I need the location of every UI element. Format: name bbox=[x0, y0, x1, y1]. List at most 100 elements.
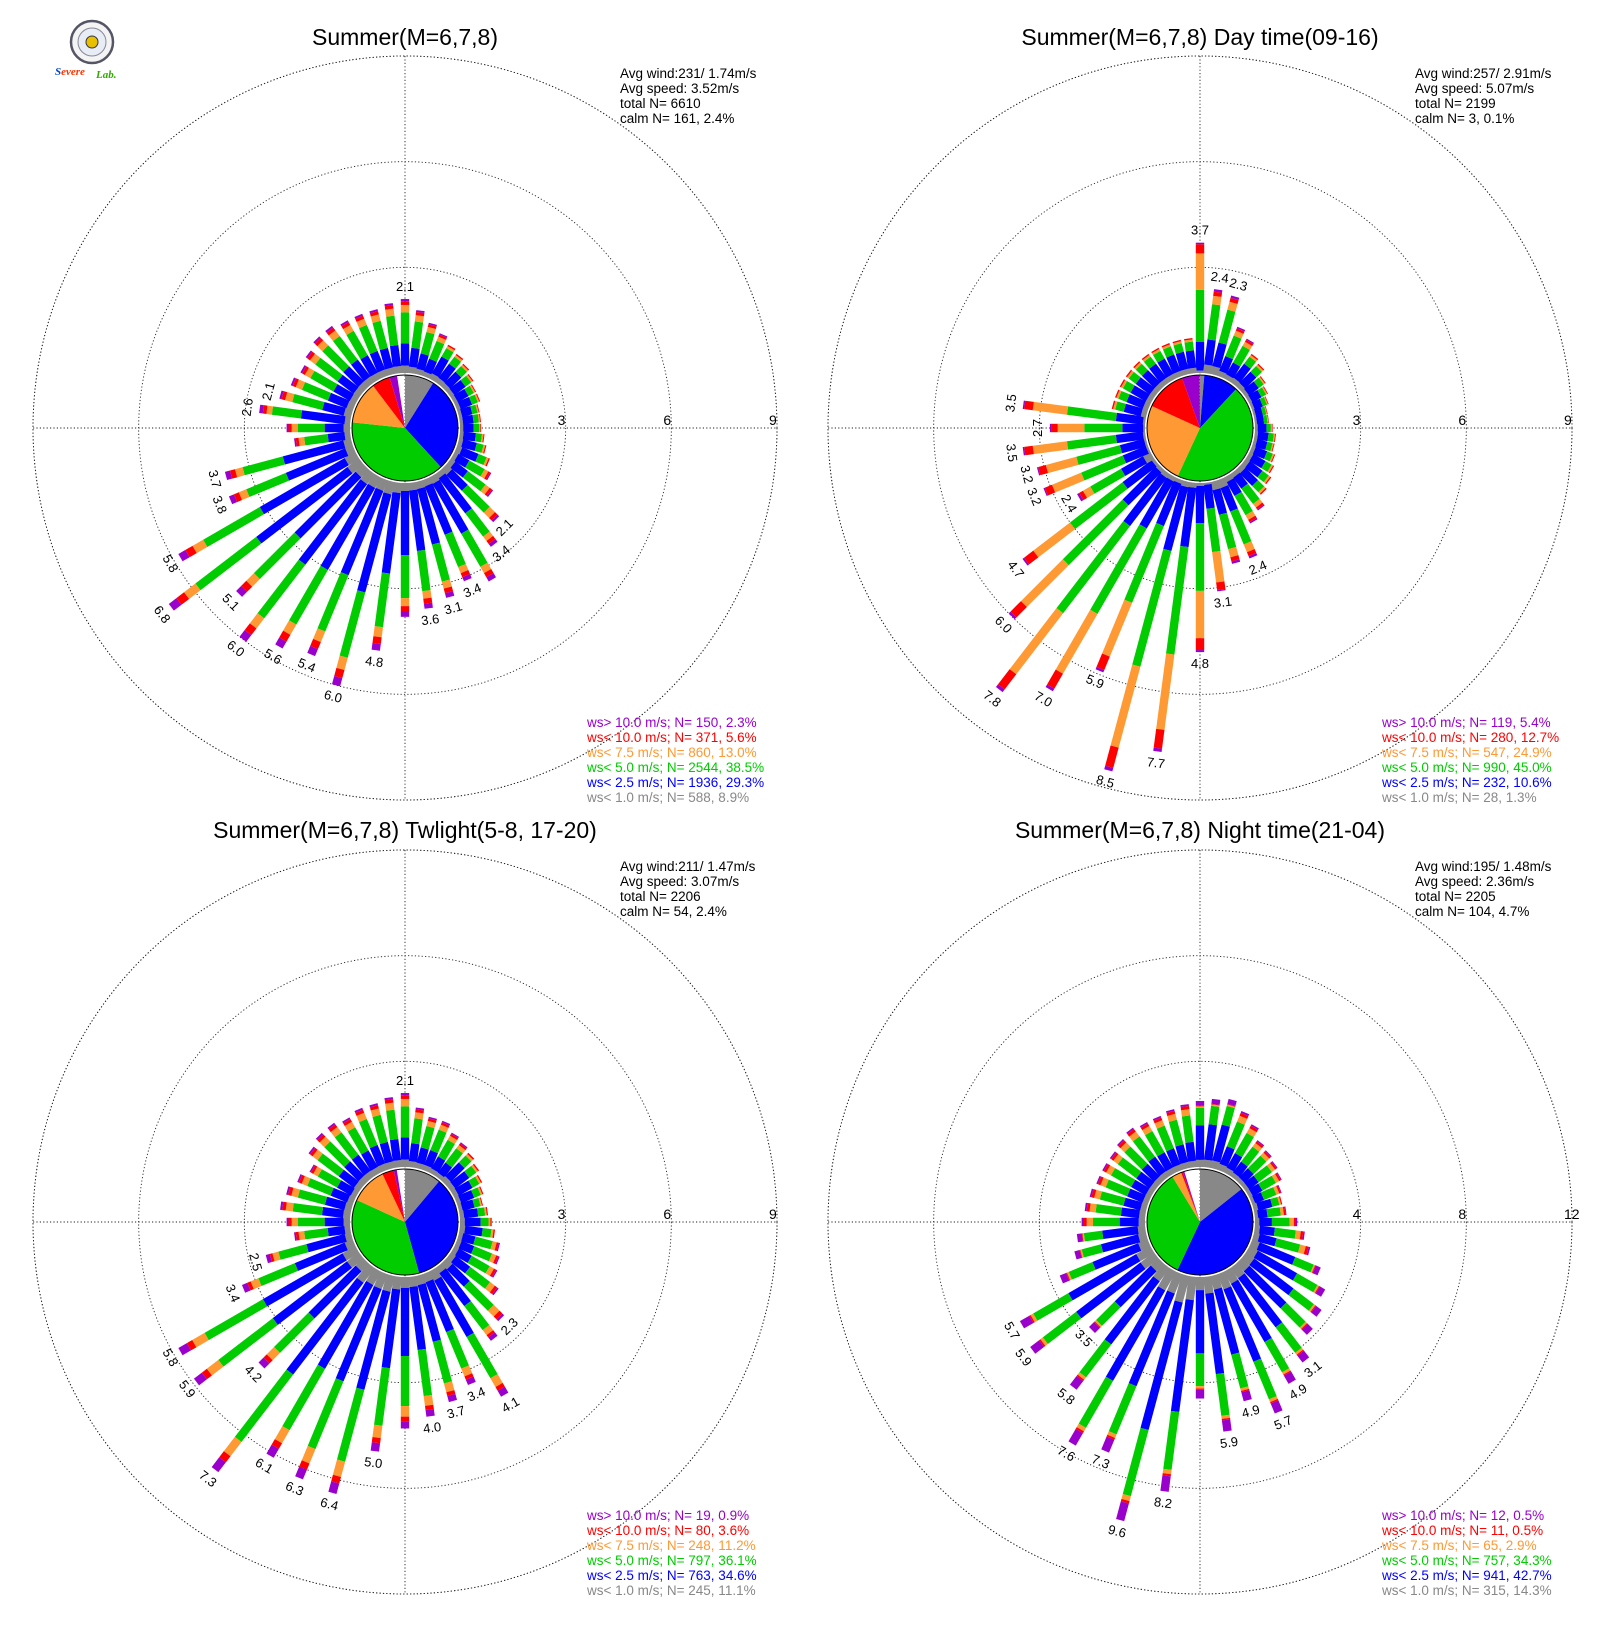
bar-segment-green bbox=[1206, 507, 1221, 553]
bar-segment-green bbox=[1062, 499, 1129, 566]
stat-avg-speed: Avg speed: 2.36m/s bbox=[1415, 874, 1534, 889]
bar-segment-purple bbox=[193, 1372, 207, 1386]
bar-segment-green bbox=[461, 484, 490, 513]
bar-segment-green bbox=[1110, 1168, 1136, 1188]
bar-segment-gray bbox=[1217, 1163, 1228, 1173]
bar-segment-blue bbox=[1256, 1198, 1273, 1211]
bar-segment-blue bbox=[462, 431, 476, 442]
bar-segment-orange bbox=[343, 324, 354, 335]
bar-segment-red bbox=[1248, 515, 1257, 523]
bar-segment-green bbox=[1261, 461, 1272, 472]
bar-total-label: 7.6 bbox=[1055, 1442, 1078, 1464]
bar-segment-gray bbox=[1253, 1210, 1259, 1219]
bar-segment-blue bbox=[1212, 488, 1228, 515]
bar-total-label: 2.4 bbox=[1058, 492, 1080, 515]
bar-segment-red bbox=[1118, 1140, 1127, 1149]
bar-segment-orange bbox=[1263, 475, 1271, 484]
bar-segment-blue bbox=[327, 431, 346, 443]
bar-segment-orange bbox=[1269, 453, 1275, 462]
bar-segment-blue bbox=[408, 1143, 420, 1163]
bar-segment-blue bbox=[1135, 377, 1155, 395]
bar-total-label: 8.5 bbox=[1095, 772, 1116, 791]
bar-segment-purple bbox=[439, 333, 448, 338]
bar-segment-green bbox=[333, 335, 358, 365]
bar-segment-red bbox=[1103, 1163, 1111, 1173]
bar-segment-blue bbox=[431, 1156, 446, 1173]
severe-storm-lab-logo: Severe Lab. bbox=[55, 19, 116, 81]
bar-segment-green bbox=[464, 385, 474, 397]
bar-segment-orange bbox=[1113, 1154, 1123, 1165]
bar-segment-orange bbox=[301, 1175, 311, 1187]
bar-segment-blue bbox=[1175, 1144, 1189, 1165]
bar-segment-green bbox=[1215, 1373, 1230, 1416]
bar-segment-blue bbox=[1120, 456, 1148, 477]
bar-segment-orange bbox=[423, 1394, 434, 1406]
bar-segment-blue bbox=[1239, 467, 1259, 487]
bar-segment-green bbox=[449, 356, 462, 369]
bar-segment-green bbox=[1274, 1238, 1301, 1253]
bar-segment-blue bbox=[340, 487, 384, 576]
bar-segment-gray bbox=[1138, 1232, 1148, 1243]
bar-segment-green bbox=[278, 1244, 309, 1260]
bar-segment-blue bbox=[438, 473, 472, 514]
bar-segment-orange bbox=[1233, 330, 1244, 339]
bar-segment-gray bbox=[1253, 431, 1259, 440]
bar-total-label: 5.8 bbox=[159, 552, 181, 575]
legend-entry-red: ws< 10.0 m/s; N= 80, 3.6% bbox=[586, 1523, 749, 1538]
bar-segment-purple bbox=[275, 637, 287, 649]
bar-total-label: 3.1 bbox=[443, 598, 464, 617]
bar-segment-blue bbox=[454, 1248, 472, 1263]
bar-segment-orange bbox=[1281, 1368, 1291, 1375]
bar-segment-green bbox=[1292, 1256, 1314, 1273]
bar-segment-blue bbox=[1249, 453, 1266, 469]
bar-segment-orange bbox=[1106, 1165, 1116, 1176]
bar-segment-red bbox=[1024, 550, 1039, 565]
bar-segment-red bbox=[1010, 601, 1027, 618]
bar-segment-blue bbox=[408, 347, 420, 368]
bar-segment-orange bbox=[454, 354, 463, 362]
pie-slice-blue bbox=[405, 383, 458, 468]
bar-segment-orange bbox=[291, 423, 299, 433]
bar-segment-orange bbox=[1094, 1319, 1103, 1328]
bar-segment-red bbox=[176, 592, 190, 605]
bar-segment-purple bbox=[995, 684, 1005, 693]
bar-segment-blue bbox=[1163, 485, 1189, 552]
bar-segment-red bbox=[400, 301, 410, 305]
bar-segment-blue bbox=[445, 1162, 465, 1182]
bar-segment-purple bbox=[425, 1408, 435, 1417]
bar-segment-red bbox=[490, 1217, 492, 1227]
bar-segment-gray bbox=[346, 400, 356, 411]
bar-segment-purple bbox=[1152, 1115, 1162, 1121]
bar-segment-green bbox=[431, 542, 450, 582]
bar-segment-red bbox=[1051, 423, 1058, 433]
pie-slice-orange bbox=[1172, 1172, 1200, 1222]
bar-segment-gray bbox=[355, 463, 370, 478]
bar-segment-green bbox=[1090, 524, 1147, 614]
legend-entry-gray: ws< 1.0 m/s; N= 28, 1.3% bbox=[1381, 790, 1537, 805]
legend-entry-orange: ws< 7.5 m/s; N= 547, 24.9% bbox=[1381, 745, 1552, 760]
logo-text-lab: Lab. bbox=[95, 69, 116, 81]
bar-segment-orange bbox=[1129, 1131, 1140, 1142]
bar-segment-red bbox=[1259, 376, 1266, 384]
bar-segment-red bbox=[1094, 1321, 1101, 1328]
bar-segment-red bbox=[493, 1255, 499, 1264]
bar-segment-purple bbox=[236, 585, 248, 597]
bar-segment-orange bbox=[1313, 1285, 1320, 1294]
bar-segment-red bbox=[288, 423, 292, 433]
bar-total-label: 5.6 bbox=[262, 645, 285, 667]
bar-segment-green bbox=[258, 1263, 299, 1286]
bar-segment-orange bbox=[483, 457, 489, 466]
bar-segment-purple bbox=[342, 1117, 351, 1124]
bar-segment-green bbox=[474, 442, 484, 453]
bar-segment-red bbox=[1259, 487, 1267, 495]
bar-segment-purple bbox=[1069, 1375, 1084, 1390]
bar-segment-red bbox=[1293, 1217, 1296, 1227]
bar-segment-orange bbox=[441, 579, 452, 589]
bar-segment-blue bbox=[320, 483, 376, 570]
bar-segment-red bbox=[480, 423, 482, 433]
bar-segment-red bbox=[1267, 414, 1270, 424]
bar-segment-purple bbox=[495, 1256, 500, 1265]
bar-segment-green bbox=[430, 1129, 447, 1154]
bar-segment-orange bbox=[1308, 1304, 1316, 1312]
bar-segment-blue bbox=[464, 1225, 483, 1237]
